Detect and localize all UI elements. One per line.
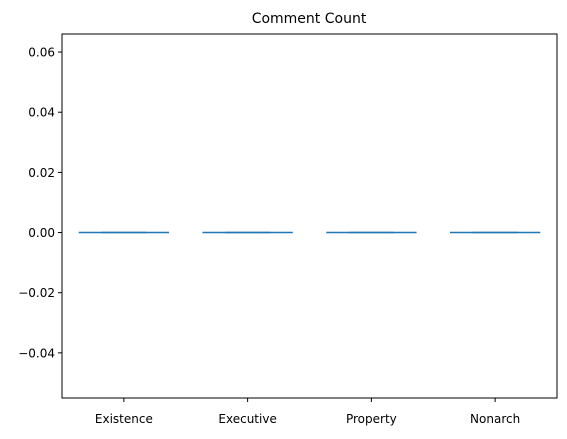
- x-tick-label: Existence: [95, 412, 153, 426]
- y-tick-label: 0.00: [28, 226, 55, 240]
- x-tick-label: Executive: [218, 412, 276, 426]
- y-tick-label: 0.02: [28, 166, 55, 180]
- plot-frame: [61, 33, 558, 399]
- y-tick-label: −0.04: [18, 346, 55, 360]
- x-tick-label: Nonarch: [470, 412, 520, 426]
- x-axis: Existence Executive Property Nonarch: [95, 398, 520, 426]
- chart-title: Comment Count: [252, 11, 367, 27]
- y-tick-label: 0.04: [28, 106, 55, 120]
- x-tick-label: Property: [346, 412, 397, 426]
- y-tick-label: −0.02: [18, 286, 55, 300]
- y-tick-label: 0.06: [28, 46, 55, 60]
- y-axis: −0.04 −0.02 0.00 0.02 0.04 0.06: [18, 46, 62, 360]
